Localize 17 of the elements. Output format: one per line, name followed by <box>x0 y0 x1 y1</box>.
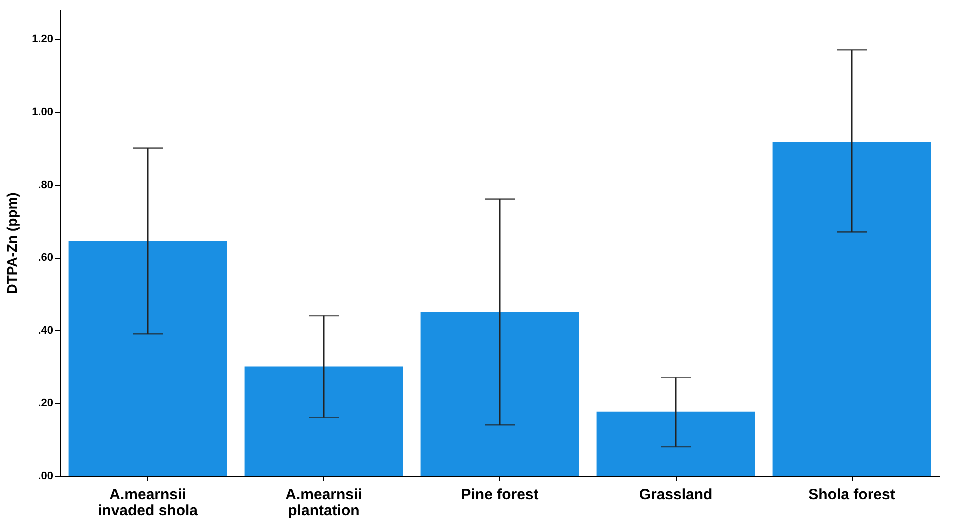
y-axis-title: DTPA-Zn (ppm) <box>4 192 20 294</box>
y-tick-label: 1.00 <box>32 106 54 118</box>
x-tick-label: Grassland <box>639 486 713 504</box>
y-tick-label: .40 <box>38 324 54 337</box>
y-tick-label: .80 <box>38 179 54 192</box>
x-tick-label: Shola forest <box>808 486 896 504</box>
y-tick-label: 1.20 <box>32 34 54 46</box>
y-tick-label: .20 <box>38 398 54 410</box>
y-tick-label: .60 <box>38 252 54 264</box>
bar <box>772 142 932 476</box>
x-tick-label: A.mearnsii invaded shola <box>98 486 199 519</box>
x-tick-label: Pine forest <box>461 486 539 504</box>
bar <box>68 241 228 476</box>
y-tick-label: .00 <box>38 470 54 482</box>
bar <box>244 366 404 476</box>
bar <box>420 312 580 476</box>
bar <box>596 412 756 476</box>
